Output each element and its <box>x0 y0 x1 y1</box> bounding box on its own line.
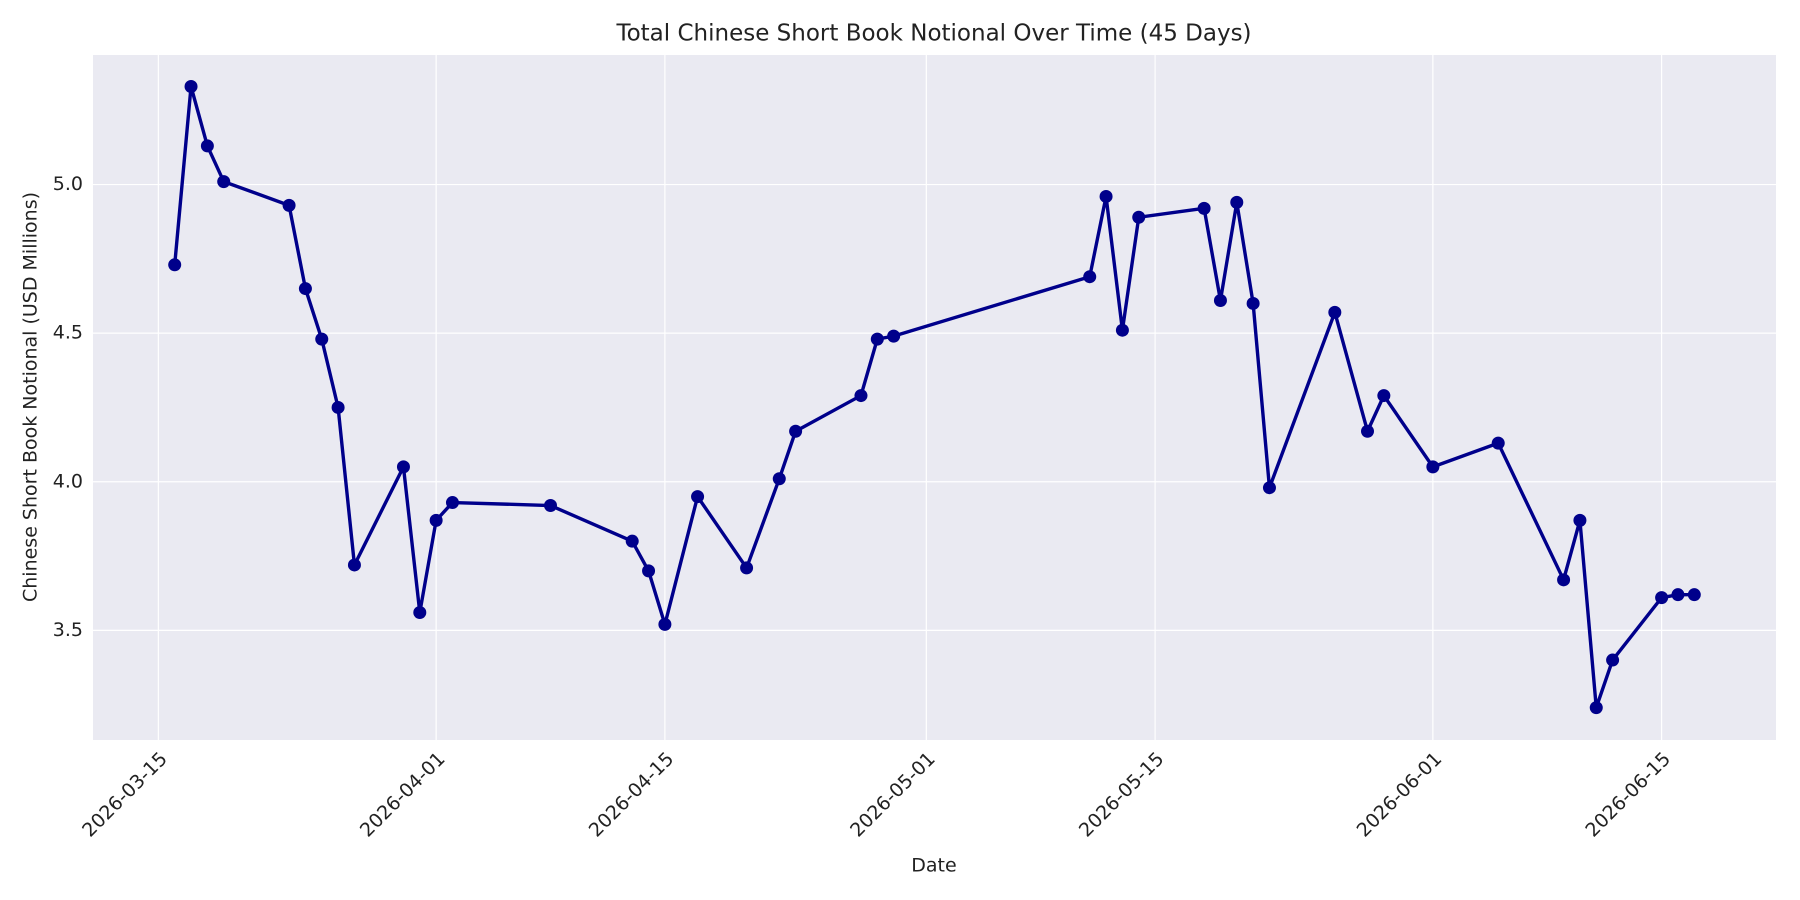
x-tick-label: 2026-04-15 <box>585 748 679 842</box>
x-axis-label: Date <box>911 855 956 877</box>
x-tick-label: 2026-04-01 <box>356 748 450 842</box>
marker <box>1197 201 1211 215</box>
marker <box>1573 513 1587 527</box>
marker <box>282 198 296 212</box>
y-tick-label: 4.0 <box>53 470 83 492</box>
marker <box>1426 460 1440 474</box>
marker <box>1230 195 1244 209</box>
marker <box>642 564 656 578</box>
x-tick-label: 2026-06-15 <box>1581 748 1675 842</box>
marker <box>1099 189 1113 203</box>
marker <box>168 258 182 272</box>
marker <box>1557 573 1571 587</box>
marker <box>298 282 312 296</box>
marker <box>413 606 427 620</box>
marker <box>740 561 754 575</box>
y-tick-label: 5.0 <box>53 173 83 195</box>
marker <box>625 534 639 548</box>
y-axis-label: Chinese Short Book Notional (USD Million… <box>20 192 42 602</box>
marker <box>315 332 329 346</box>
y-tick-label: 4.5 <box>53 322 83 344</box>
marker <box>1589 701 1603 715</box>
chart-title: Total Chinese Short Book Notional Over T… <box>615 21 1251 47</box>
y-tick-label: 3.5 <box>53 619 83 641</box>
x-tick-label: 2026-06-01 <box>1353 748 1447 842</box>
marker <box>1377 389 1391 403</box>
marker <box>1687 588 1701 602</box>
marker <box>1361 424 1375 438</box>
marker <box>772 472 786 486</box>
marker <box>870 332 884 346</box>
plot-area <box>93 55 1776 740</box>
marker <box>789 424 803 438</box>
marker <box>184 80 198 94</box>
marker <box>347 558 361 572</box>
marker <box>544 499 558 513</box>
marker <box>887 329 901 343</box>
marker <box>1213 293 1227 307</box>
x-tick-label: 2026-03-15 <box>78 748 172 842</box>
marker <box>217 175 231 189</box>
marker <box>691 490 705 504</box>
marker <box>1491 436 1505 450</box>
marker <box>1083 270 1097 284</box>
marker <box>1262 481 1276 495</box>
marker <box>200 139 214 153</box>
marker <box>1328 305 1342 319</box>
marker <box>396 460 410 474</box>
marker <box>1115 323 1129 337</box>
marker <box>658 617 672 631</box>
marker <box>1132 210 1146 224</box>
x-tick-label: 2026-05-15 <box>1075 748 1169 842</box>
grid <box>93 55 1776 740</box>
marker <box>1606 653 1620 667</box>
marker <box>445 496 459 510</box>
marker <box>1246 296 1260 310</box>
marker <box>1671 588 1685 602</box>
marker <box>1655 591 1669 605</box>
marker <box>429 513 443 527</box>
marker <box>331 400 345 414</box>
marker <box>854 389 868 403</box>
x-tick-label: 2026-05-01 <box>846 748 940 842</box>
